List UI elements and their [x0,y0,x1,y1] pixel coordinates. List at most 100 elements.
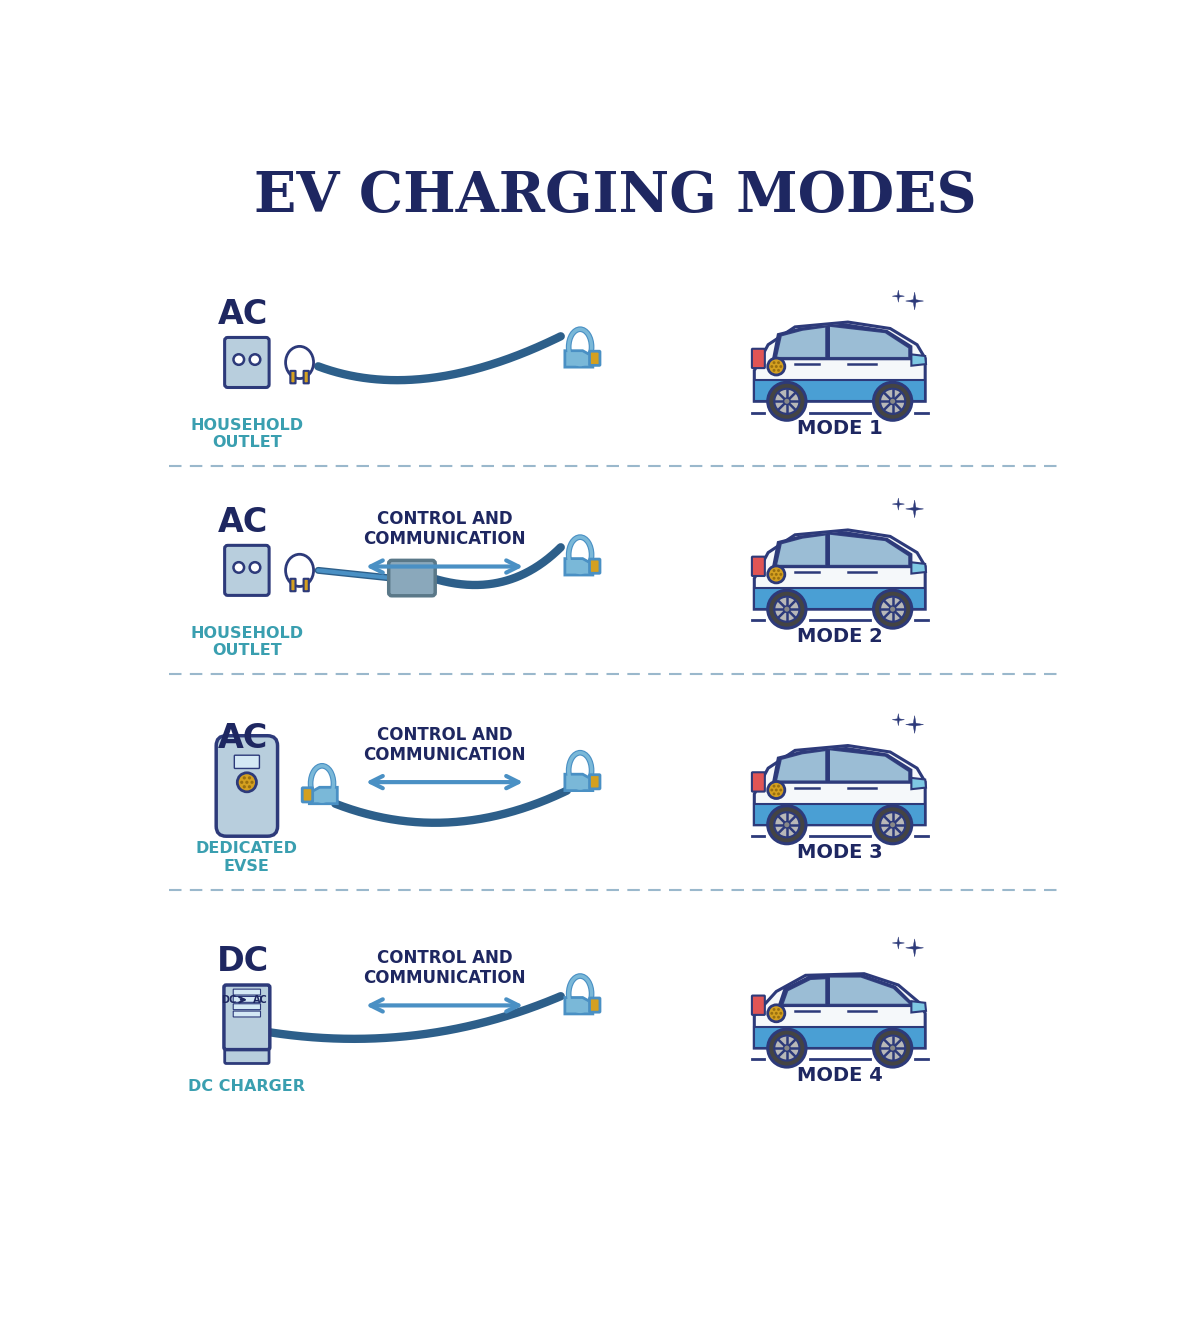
Text: COMMUNICATION: COMMUNICATION [364,969,526,986]
Polygon shape [773,748,911,782]
Polygon shape [755,380,925,401]
Text: DC: DC [217,945,269,978]
Polygon shape [906,292,924,309]
Circle shape [251,781,253,784]
FancyBboxPatch shape [233,997,260,1002]
Polygon shape [565,559,593,575]
Polygon shape [755,745,925,825]
FancyBboxPatch shape [290,371,295,384]
FancyBboxPatch shape [224,337,269,388]
Circle shape [784,1045,790,1052]
Polygon shape [829,749,908,781]
Circle shape [784,399,790,404]
Circle shape [773,1008,775,1010]
Text: HOUSEHOLD
OUTLET: HOUSEHOLD OUTLET [191,625,304,659]
Circle shape [250,563,260,573]
Polygon shape [906,938,924,957]
Polygon shape [565,351,593,367]
Circle shape [250,355,260,365]
Circle shape [889,1045,896,1052]
FancyBboxPatch shape [224,1046,269,1064]
FancyBboxPatch shape [589,351,600,365]
Circle shape [775,1012,778,1014]
Ellipse shape [286,347,313,379]
Circle shape [770,1012,773,1014]
Circle shape [778,361,780,364]
Circle shape [774,597,799,621]
Circle shape [773,792,775,796]
Circle shape [248,785,251,788]
FancyBboxPatch shape [233,1004,260,1009]
Text: AC: AC [218,721,268,754]
Polygon shape [911,355,926,365]
FancyBboxPatch shape [216,736,277,836]
Circle shape [768,591,806,628]
Circle shape [880,597,905,621]
Circle shape [245,781,248,784]
Circle shape [880,389,905,413]
Circle shape [248,776,251,780]
Circle shape [773,361,775,364]
Circle shape [238,773,257,792]
Polygon shape [755,323,925,401]
Polygon shape [755,531,925,609]
Circle shape [774,389,799,413]
Text: AC: AC [218,299,268,331]
FancyBboxPatch shape [224,545,269,596]
Circle shape [768,781,785,798]
Polygon shape [829,327,908,357]
Circle shape [242,776,246,780]
Circle shape [779,573,782,576]
Circle shape [779,1012,782,1014]
FancyBboxPatch shape [234,756,259,768]
Circle shape [889,399,896,404]
FancyBboxPatch shape [752,996,764,1014]
Polygon shape [776,535,826,565]
Text: AC: AC [218,507,268,539]
Circle shape [889,607,896,612]
Circle shape [874,591,912,628]
FancyBboxPatch shape [302,788,313,802]
Polygon shape [911,1001,926,1013]
Polygon shape [911,778,926,789]
Circle shape [240,781,244,784]
FancyBboxPatch shape [304,579,308,592]
Polygon shape [755,588,925,609]
Text: EV CHARGING MODES: EV CHARGING MODES [253,169,977,224]
Polygon shape [310,788,337,804]
Circle shape [779,789,782,792]
Polygon shape [779,976,913,1006]
Polygon shape [911,563,926,573]
Text: MODE 3: MODE 3 [797,842,882,861]
Text: CONTROL AND: CONTROL AND [377,725,512,744]
Circle shape [768,359,785,375]
Text: CONTROL AND: CONTROL AND [377,511,512,528]
Circle shape [768,383,806,420]
Polygon shape [893,713,905,725]
Polygon shape [773,532,911,567]
Circle shape [775,573,778,576]
Circle shape [773,577,775,580]
FancyBboxPatch shape [589,774,600,789]
Circle shape [784,607,790,612]
Circle shape [778,1008,780,1010]
Text: DC CHARGER: DC CHARGER [188,1078,305,1093]
Circle shape [874,383,912,420]
Circle shape [778,369,780,372]
Polygon shape [755,973,925,1048]
Circle shape [778,1016,780,1018]
Text: MODE 1: MODE 1 [797,419,883,439]
FancyBboxPatch shape [752,772,764,792]
Polygon shape [906,500,924,517]
Circle shape [778,569,780,572]
Polygon shape [893,291,905,303]
Ellipse shape [286,555,313,587]
Circle shape [768,1005,785,1022]
Circle shape [770,789,773,792]
FancyBboxPatch shape [589,559,600,573]
Polygon shape [893,499,905,511]
Circle shape [234,563,244,573]
Text: DEDICATED
EVSE: DEDICATED EVSE [196,841,298,874]
FancyBboxPatch shape [290,579,295,592]
Circle shape [242,785,246,788]
